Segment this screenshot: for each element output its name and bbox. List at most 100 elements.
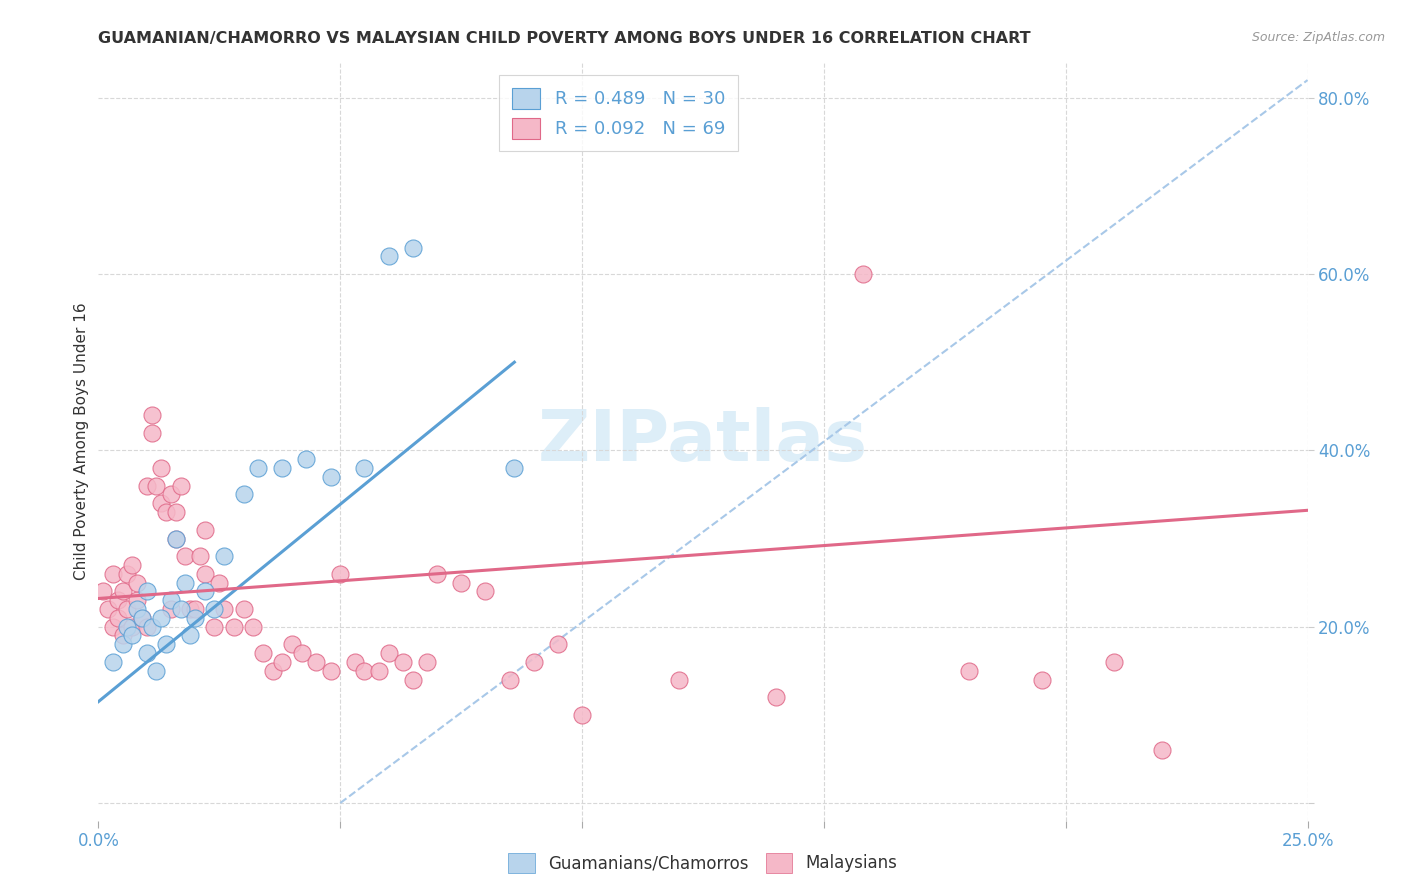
Point	[101, 620, 124, 634]
Point	[131, 611, 153, 625]
Point	[150, 496, 173, 510]
Point	[165, 532, 187, 546]
Point	[150, 461, 173, 475]
Point	[179, 602, 201, 616]
Point	[319, 470, 342, 484]
Point	[252, 646, 274, 660]
Point	[474, 584, 496, 599]
Point	[271, 655, 294, 669]
Legend: Guamanians/Chamorros, Malaysians: Guamanians/Chamorros, Malaysians	[502, 847, 904, 880]
Point	[402, 241, 425, 255]
Point	[212, 602, 235, 616]
Point	[392, 655, 415, 669]
Point	[247, 461, 270, 475]
Point	[194, 523, 217, 537]
Point	[450, 575, 472, 590]
Point	[295, 452, 318, 467]
Text: ZIPatlas: ZIPatlas	[538, 407, 868, 476]
Point	[111, 628, 134, 642]
Point	[426, 566, 449, 581]
Point	[242, 620, 264, 634]
Point	[503, 461, 526, 475]
Point	[179, 628, 201, 642]
Point	[155, 637, 177, 651]
Point	[165, 532, 187, 546]
Point	[121, 628, 143, 642]
Point	[141, 425, 163, 440]
Point	[353, 461, 375, 475]
Point	[121, 620, 143, 634]
Point	[571, 707, 593, 722]
Point	[111, 584, 134, 599]
Point	[135, 478, 157, 492]
Point	[117, 566, 139, 581]
Text: GUAMANIAN/CHAMORRO VS MALAYSIAN CHILD POVERTY AMONG BOYS UNDER 16 CORRELATION CH: GUAMANIAN/CHAMORRO VS MALAYSIAN CHILD PO…	[98, 31, 1031, 46]
Point	[174, 575, 197, 590]
Point	[305, 655, 328, 669]
Point	[204, 620, 226, 634]
Point	[194, 584, 217, 599]
Point	[127, 602, 149, 616]
Point	[131, 611, 153, 625]
Point	[150, 611, 173, 625]
Point	[135, 584, 157, 599]
Point	[402, 673, 425, 687]
Point	[319, 664, 342, 678]
Point	[1031, 673, 1053, 687]
Point	[416, 655, 439, 669]
Point	[165, 505, 187, 519]
Point	[145, 664, 167, 678]
Point	[127, 593, 149, 607]
Point	[117, 602, 139, 616]
Point	[184, 611, 207, 625]
Point	[852, 267, 875, 281]
Point	[368, 664, 391, 678]
Point	[668, 673, 690, 687]
Point	[271, 461, 294, 475]
Point	[222, 620, 245, 634]
Point	[329, 566, 352, 581]
Point	[1152, 743, 1174, 757]
Point	[121, 558, 143, 572]
Point	[377, 249, 399, 263]
Point	[208, 575, 231, 590]
Point	[765, 690, 787, 705]
Point	[155, 505, 177, 519]
Legend: R = 0.489   N = 30, R = 0.092   N = 69: R = 0.489 N = 30, R = 0.092 N = 69	[499, 75, 738, 152]
Point	[141, 620, 163, 634]
Point	[377, 646, 399, 660]
Point	[184, 602, 207, 616]
Point	[160, 487, 183, 501]
Point	[141, 408, 163, 422]
Text: Source: ZipAtlas.com: Source: ZipAtlas.com	[1251, 31, 1385, 45]
Point	[101, 566, 124, 581]
Point	[343, 655, 366, 669]
Point	[498, 673, 520, 687]
Point	[194, 566, 217, 581]
Point	[127, 575, 149, 590]
Point	[135, 646, 157, 660]
Point	[91, 584, 114, 599]
Point	[160, 593, 183, 607]
Y-axis label: Child Poverty Among Boys Under 16: Child Poverty Among Boys Under 16	[75, 302, 89, 581]
Point	[1102, 655, 1125, 669]
Point	[547, 637, 569, 651]
Point	[188, 549, 211, 563]
Point	[281, 637, 304, 651]
Point	[523, 655, 546, 669]
Point	[169, 602, 191, 616]
Point	[353, 664, 375, 678]
Point	[135, 620, 157, 634]
Point	[212, 549, 235, 563]
Point	[232, 602, 254, 616]
Point	[957, 664, 980, 678]
Point	[204, 602, 226, 616]
Point	[107, 611, 129, 625]
Point	[111, 637, 134, 651]
Point	[101, 655, 124, 669]
Point	[174, 549, 197, 563]
Point	[117, 620, 139, 634]
Point	[145, 478, 167, 492]
Point	[107, 593, 129, 607]
Point	[262, 664, 284, 678]
